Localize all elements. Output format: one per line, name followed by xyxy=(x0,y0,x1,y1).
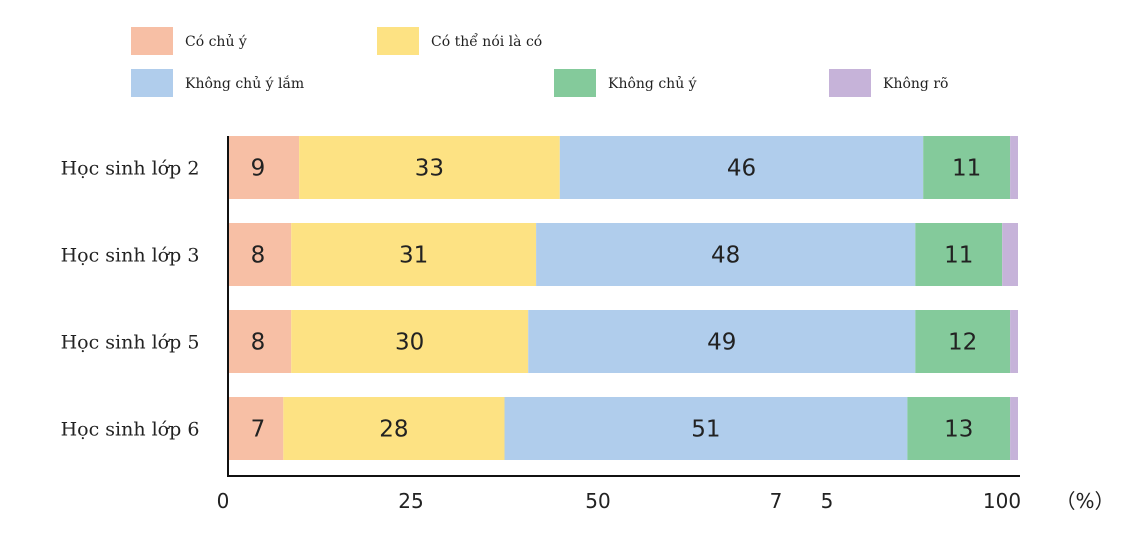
bar-segment xyxy=(283,397,505,460)
bar-segment xyxy=(1010,136,1018,199)
bars: 9 33 46 11 8 31 48 11 8 30 49 12 7 28 51 13 xyxy=(228,136,1018,460)
legend-item: Có chủ ý xyxy=(131,27,247,55)
legend-item: Không chủ ý xyxy=(554,69,697,97)
bar-segment xyxy=(228,136,300,199)
bar-segment xyxy=(291,310,529,373)
bar-value-label: 48 xyxy=(711,243,740,269)
bar-value-label: 8 xyxy=(251,243,266,269)
bar-value-label: 51 xyxy=(691,417,720,443)
bar-segment xyxy=(228,310,292,373)
bar-value-label: 12 xyxy=(948,330,977,356)
category-label: Học sinh lớp 6 xyxy=(61,419,200,441)
bar-value-label: 8 xyxy=(251,330,266,356)
legend-swatch xyxy=(131,27,173,55)
legend-label: Không chủ ý xyxy=(608,75,697,92)
bar-value-label: 31 xyxy=(399,243,428,269)
x-tick-labels: 0 25 50 7 5 100 xyxy=(217,489,1021,513)
legend-label: Không rõ xyxy=(883,76,948,92)
category-labels: Học sinh lớp 2 Học sinh lớp 3 Học sinh lớp… xyxy=(61,158,200,441)
legend-swatch xyxy=(377,27,419,55)
bar-segment xyxy=(228,397,284,460)
x-axis-unit: （%） xyxy=(1055,489,1114,513)
bar-segment xyxy=(504,397,908,460)
bar-value-label: 11 xyxy=(952,156,981,182)
category-label: Học sinh lớp 2 xyxy=(61,158,200,180)
bar-segment xyxy=(536,223,916,286)
legend-swatch xyxy=(131,69,173,97)
x-tick-label: 100 xyxy=(983,489,1021,513)
bar-row: 8 31 48 11 xyxy=(228,223,1018,286)
bar-segment xyxy=(528,310,916,373)
bar-segment xyxy=(1010,397,1018,460)
bar-segment xyxy=(907,397,1011,460)
x-tick-label: 0 xyxy=(217,489,230,513)
bar-value-label: 7 xyxy=(251,417,266,443)
x-tick-label: 5 xyxy=(821,489,834,513)
legend: Có chủ ý Có thể nói là có Không chủ ý lắm K… xyxy=(131,27,948,97)
bar-value-label: 46 xyxy=(727,156,756,182)
x-tick-label: 25 xyxy=(398,489,423,513)
legend-label: Không chủ ý lắm xyxy=(185,74,304,92)
legend-item: Có thể nói là có xyxy=(377,27,542,55)
category-label: Học sinh lớp 3 xyxy=(61,245,200,267)
legend-label: Có chủ ý xyxy=(185,33,247,50)
x-tick-label: 50 xyxy=(585,489,610,513)
bar-segment xyxy=(923,136,1011,199)
bar-value-label: 11 xyxy=(944,243,973,269)
bar-value-label: 9 xyxy=(251,156,266,182)
legend-swatch xyxy=(554,69,596,97)
bar-segment xyxy=(228,223,292,286)
bar-value-label: 33 xyxy=(415,156,444,182)
bar-segment xyxy=(559,136,924,199)
bar-segment xyxy=(291,223,537,286)
legend-swatch xyxy=(829,69,871,97)
legend-item: Không chủ ý lắm xyxy=(131,69,304,97)
bar-value-label: 30 xyxy=(395,330,424,356)
bar-row: 8 30 49 12 xyxy=(228,310,1018,373)
bar-segment xyxy=(915,310,1011,373)
bar-row: 7 28 51 13 xyxy=(228,397,1018,460)
bar-value-label: 13 xyxy=(944,417,973,443)
bar-segment xyxy=(299,136,560,199)
bar-row: 9 33 46 11 xyxy=(228,136,1018,199)
bar-segment xyxy=(915,223,1003,286)
bar-value-label: 28 xyxy=(379,417,408,443)
category-label: Học sinh lớp 5 xyxy=(61,332,200,354)
x-tick-label: 7 xyxy=(770,489,783,513)
legend-label: Có thể nói là có xyxy=(431,32,542,50)
axes xyxy=(227,136,1020,477)
legend-item: Không rõ xyxy=(829,69,948,97)
bar-value-label: 49 xyxy=(707,330,736,356)
bar-segment xyxy=(1002,223,1018,286)
bar-segment xyxy=(1010,310,1018,373)
